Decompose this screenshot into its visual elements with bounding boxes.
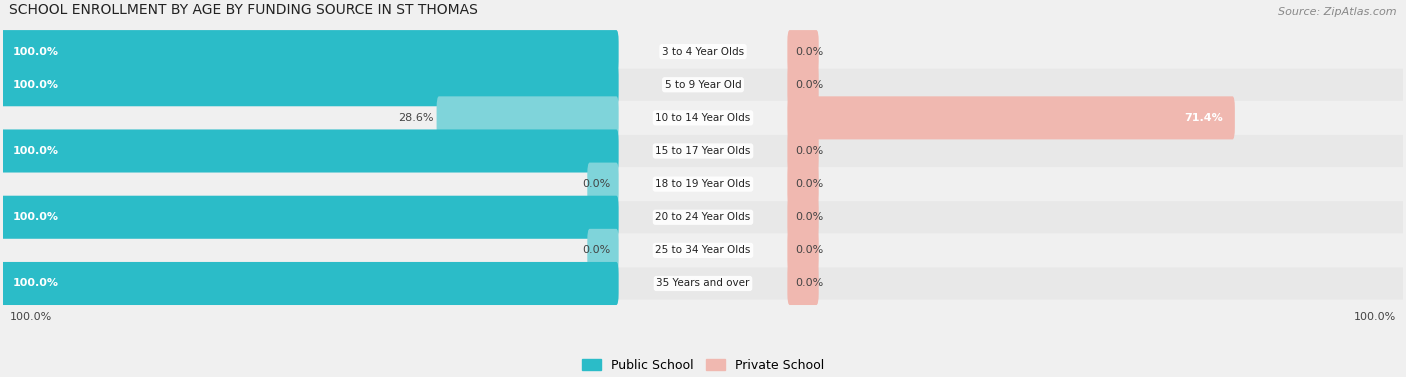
FancyBboxPatch shape <box>3 267 1403 300</box>
Text: 28.6%: 28.6% <box>398 113 433 123</box>
Text: 100.0%: 100.0% <box>13 47 59 57</box>
FancyBboxPatch shape <box>787 63 818 106</box>
Text: 10 to 14 Year Olds: 10 to 14 Year Olds <box>655 113 751 123</box>
Text: 3 to 4 Year Olds: 3 to 4 Year Olds <box>662 47 744 57</box>
FancyBboxPatch shape <box>0 63 619 106</box>
Text: 18 to 19 Year Olds: 18 to 19 Year Olds <box>655 179 751 189</box>
FancyBboxPatch shape <box>787 97 1234 139</box>
Text: 0.0%: 0.0% <box>794 80 824 90</box>
FancyBboxPatch shape <box>3 168 1403 200</box>
Text: 15 to 17 Year Olds: 15 to 17 Year Olds <box>655 146 751 156</box>
FancyBboxPatch shape <box>0 129 619 173</box>
Text: 25 to 34 Year Olds: 25 to 34 Year Olds <box>655 245 751 255</box>
Text: Source: ZipAtlas.com: Source: ZipAtlas.com <box>1278 7 1396 17</box>
FancyBboxPatch shape <box>787 262 818 305</box>
FancyBboxPatch shape <box>3 135 1403 167</box>
FancyBboxPatch shape <box>3 35 1403 68</box>
Text: 100.0%: 100.0% <box>13 279 59 288</box>
Legend: Public School, Private School: Public School, Private School <box>576 354 830 377</box>
FancyBboxPatch shape <box>787 162 818 205</box>
FancyBboxPatch shape <box>0 262 619 305</box>
Text: 0.0%: 0.0% <box>794 245 824 255</box>
Text: 0.0%: 0.0% <box>794 179 824 189</box>
Text: 71.4%: 71.4% <box>1184 113 1222 123</box>
Text: 0.0%: 0.0% <box>582 245 612 255</box>
FancyBboxPatch shape <box>787 30 818 73</box>
Text: 100.0%: 100.0% <box>13 146 59 156</box>
FancyBboxPatch shape <box>0 30 619 73</box>
FancyBboxPatch shape <box>3 234 1403 267</box>
FancyBboxPatch shape <box>787 129 818 173</box>
Text: 0.0%: 0.0% <box>794 279 824 288</box>
Text: 35 Years and over: 35 Years and over <box>657 279 749 288</box>
Text: 0.0%: 0.0% <box>794 212 824 222</box>
FancyBboxPatch shape <box>3 201 1403 233</box>
FancyBboxPatch shape <box>787 229 818 272</box>
Text: 0.0%: 0.0% <box>582 179 612 189</box>
FancyBboxPatch shape <box>787 196 818 239</box>
FancyBboxPatch shape <box>3 69 1403 101</box>
Text: 100.0%: 100.0% <box>1354 312 1396 322</box>
Text: 100.0%: 100.0% <box>13 212 59 222</box>
Text: SCHOOL ENROLLMENT BY AGE BY FUNDING SOURCE IN ST THOMAS: SCHOOL ENROLLMENT BY AGE BY FUNDING SOUR… <box>10 3 478 17</box>
FancyBboxPatch shape <box>0 196 619 239</box>
Text: 5 to 9 Year Old: 5 to 9 Year Old <box>665 80 741 90</box>
Text: 100.0%: 100.0% <box>13 80 59 90</box>
FancyBboxPatch shape <box>588 229 619 272</box>
Text: 0.0%: 0.0% <box>794 146 824 156</box>
Text: 0.0%: 0.0% <box>794 47 824 57</box>
FancyBboxPatch shape <box>3 102 1403 134</box>
Text: 20 to 24 Year Olds: 20 to 24 Year Olds <box>655 212 751 222</box>
FancyBboxPatch shape <box>437 97 619 139</box>
FancyBboxPatch shape <box>588 162 619 205</box>
Text: 100.0%: 100.0% <box>10 312 52 322</box>
